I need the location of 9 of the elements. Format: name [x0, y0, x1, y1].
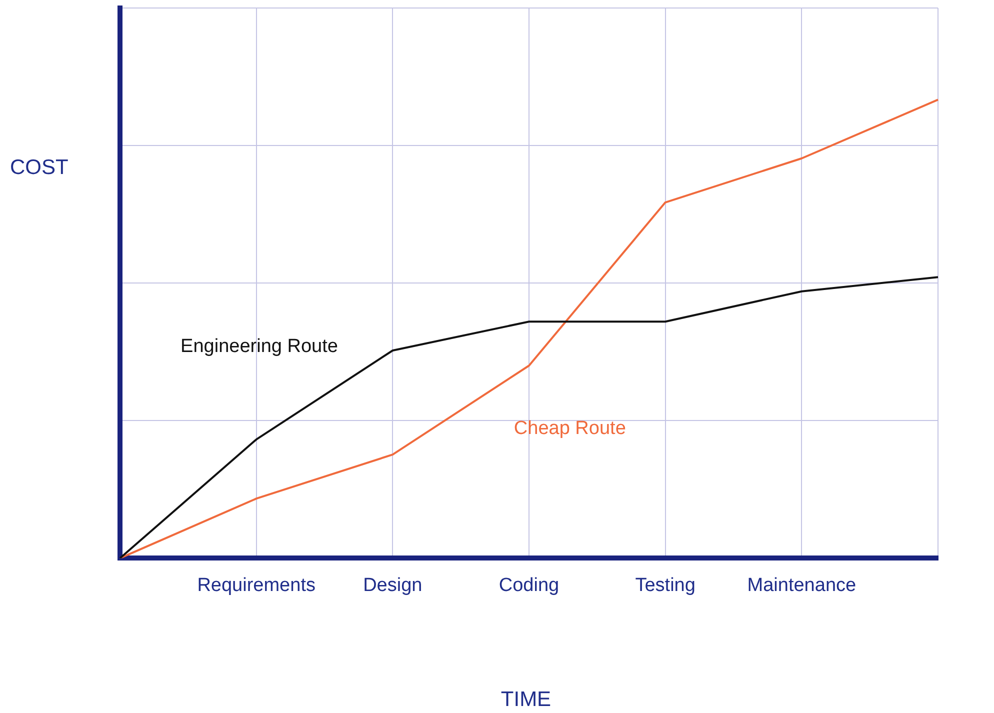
x-tick-label: Testing	[635, 574, 696, 596]
series-label: Cheap Route	[514, 418, 626, 439]
x-axis-title: TIME	[500, 688, 552, 712]
x-tick-label: Design	[363, 574, 422, 596]
x-tick-label: Maintenance	[747, 574, 856, 596]
y-axis-title: COST	[10, 156, 68, 180]
x-tick-label: Requirements	[197, 574, 316, 596]
x-tick-label: Coding	[498, 574, 560, 596]
series-label: Engineering Route	[180, 336, 338, 357]
